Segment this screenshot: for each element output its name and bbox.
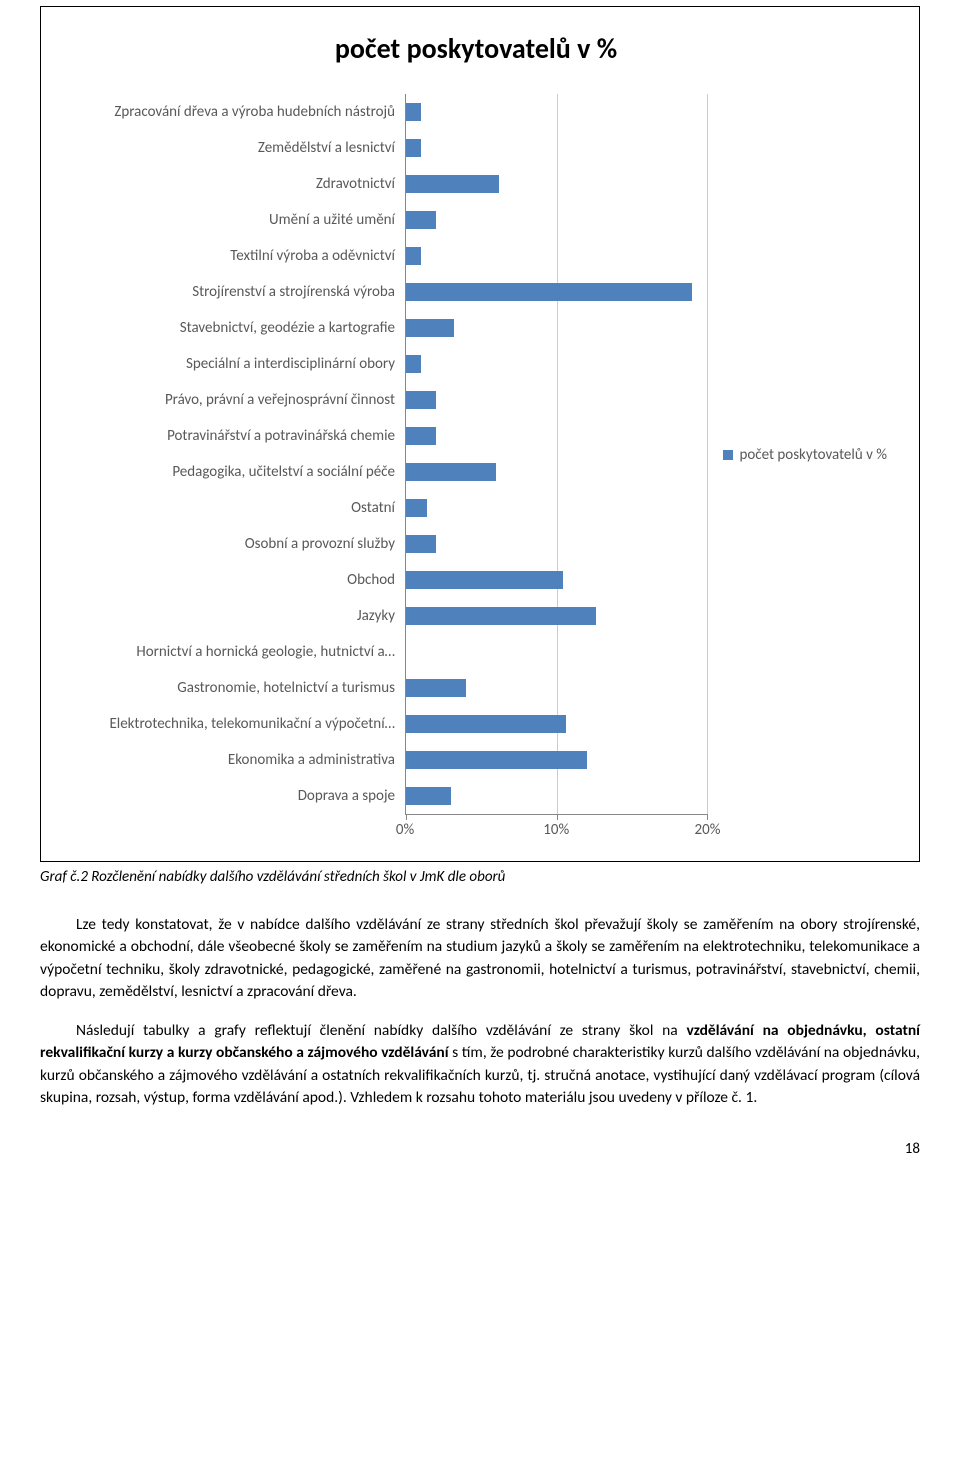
chart-bar-slot xyxy=(406,526,707,562)
chart-category-label: Ekonomika a administrativa xyxy=(65,742,405,778)
chart-bar xyxy=(406,607,596,625)
chart-category-label: Zpracování dřeva a výroba hudebních nást… xyxy=(65,94,405,130)
chart-main: Zpracování dřeva a výroba hudebních nást… xyxy=(65,94,707,841)
paragraph-1-text: Lze tedy konstatovat, že v nabídce další… xyxy=(40,915,920,1001)
chart-bar xyxy=(406,283,692,301)
chart-bar xyxy=(406,571,563,589)
chart-category-label: Potravinářství a potravinářská chemie xyxy=(65,418,405,454)
chart-bar-slot xyxy=(406,310,707,346)
chart-bar xyxy=(406,535,436,553)
chart-category-label: Umění a užité umění xyxy=(65,202,405,238)
chart-bar xyxy=(406,463,496,481)
chart-title: počet poskytovatelů v % xyxy=(65,31,887,66)
chart-bar xyxy=(406,247,421,265)
chart-bar xyxy=(406,499,427,517)
chart-bar xyxy=(406,319,454,337)
chart-bar xyxy=(406,139,421,157)
chart-bar-slot xyxy=(406,454,707,490)
chart-bar xyxy=(406,355,421,373)
legend-swatch-icon xyxy=(723,450,733,460)
paragraph-2-a: Následují tabulky a grafy reflektují čle… xyxy=(76,1021,687,1040)
chart-bar-slot xyxy=(406,670,707,706)
chart-category-label: Ostatní xyxy=(65,490,405,526)
chart-category-label: Právo, právní a veřejnosprávní činnost xyxy=(65,382,405,418)
chart-tick-mark xyxy=(406,814,407,820)
chart-category-label: Hornictví a hornická geologie, hutnictví… xyxy=(65,634,405,670)
chart-bar-slot xyxy=(406,634,707,670)
chart-x-ticks: 0%10%20% xyxy=(405,821,707,841)
chart-bar-slot xyxy=(406,418,707,454)
chart-bar-slot xyxy=(406,706,707,742)
chart-category-label: Stavebnictví, geodézie a kartografie xyxy=(65,310,405,346)
legend-label: počet poskytovatelů v % xyxy=(739,446,887,464)
paragraph-2: Následují tabulky a grafy reflektují čle… xyxy=(40,1020,920,1110)
chart-category-label: Gastronomie, hotelnictví a turismus xyxy=(65,670,405,706)
chart-bar-slot xyxy=(406,562,707,598)
chart-tick-mark xyxy=(557,814,558,820)
chart-x-tick-label: 0% xyxy=(396,821,414,839)
chart-category-labels: Zpracování dřeva a výroba hudebních nást… xyxy=(65,94,405,815)
chart-bar xyxy=(406,427,436,445)
chart-category-label: Pedagogika, učitelství a sociální péče xyxy=(65,454,405,490)
chart-bar-slot xyxy=(406,130,707,166)
chart-plot-area xyxy=(405,94,707,815)
chart-bar-slot xyxy=(406,238,707,274)
page-number: 18 xyxy=(40,1140,920,1158)
chart-bar-slot xyxy=(406,598,707,634)
chart-bar-slot xyxy=(406,346,707,382)
chart-gridline xyxy=(707,94,708,814)
chart-category-label: Elektrotechnika, telekomunikační a výpoč… xyxy=(65,706,405,742)
chart-bar xyxy=(406,175,499,193)
page: počet poskytovatelů v % Zpracování dřeva… xyxy=(0,6,960,1188)
chart-category-label: Zdravotnictví xyxy=(65,166,405,202)
chart-x-axis: 0%10%20% xyxy=(65,821,707,841)
chart-bar-slot xyxy=(406,742,707,778)
chart-bar xyxy=(406,103,421,121)
chart-bar xyxy=(406,211,436,229)
chart-x-tick-label: 10% xyxy=(543,821,569,839)
chart-bar-slot xyxy=(406,166,707,202)
chart-bar xyxy=(406,715,566,733)
chart-category-label: Speciální a interdisciplinární obory xyxy=(65,346,405,382)
chart-category-label: Jazyky xyxy=(65,598,405,634)
chart-caption: Graf č.2 Rozčlenění nabídky dalšího vzdě… xyxy=(40,868,920,886)
chart-category-label: Osobní a provozní služby xyxy=(65,526,405,562)
chart-bar xyxy=(406,787,451,805)
axis-spacer xyxy=(65,821,405,841)
chart-category-label: Obchod xyxy=(65,562,405,598)
chart-bar-slot xyxy=(406,94,707,130)
chart-bar-slot xyxy=(406,382,707,418)
paragraph-1: Lze tedy konstatovat, že v nabídce další… xyxy=(40,914,920,1004)
chart-bar-slot xyxy=(406,202,707,238)
chart-bar xyxy=(406,679,466,697)
chart-plot-row: Zpracování dřeva a výroba hudebních nást… xyxy=(65,94,707,815)
chart-bar-slot xyxy=(406,778,707,814)
chart-x-tick-label: 20% xyxy=(695,821,721,839)
chart-container: počet poskytovatelů v % Zpracování dřeva… xyxy=(40,6,920,862)
chart-body: Zpracování dřeva a výroba hudebních nást… xyxy=(65,94,887,841)
chart-category-label: Zemědělství a lesnictví xyxy=(65,130,405,166)
chart-bar xyxy=(406,751,587,769)
chart-bar-slot xyxy=(406,274,707,310)
chart-bars-layer xyxy=(406,94,707,814)
chart-category-label: Doprava a spoje xyxy=(65,778,405,814)
chart-bar-slot xyxy=(406,490,707,526)
chart-bar xyxy=(406,391,436,409)
chart-category-label: Textilní výroba a oděvnictví xyxy=(65,238,405,274)
chart-legend: počet poskytovatelů v % xyxy=(723,446,887,464)
chart-category-label: Strojírenství a strojírenská výroba xyxy=(65,274,405,310)
chart-tick-mark xyxy=(707,814,708,820)
